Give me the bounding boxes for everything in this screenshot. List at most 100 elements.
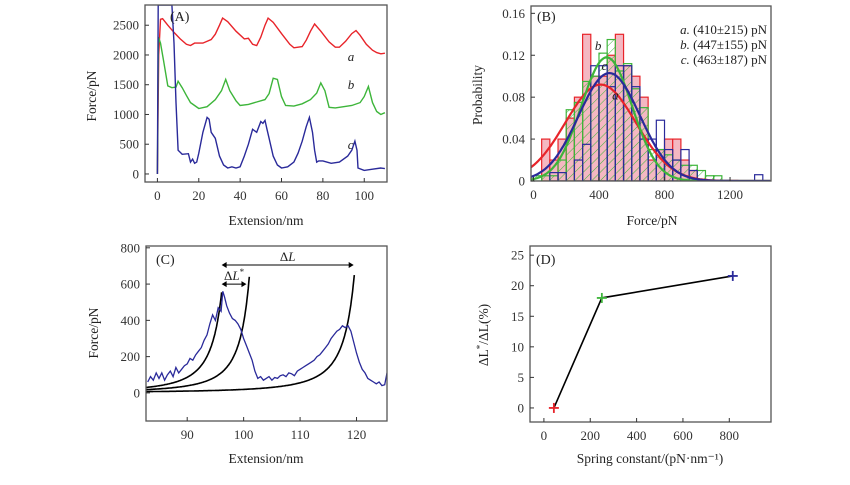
y-tick-label: 2000: [113, 47, 139, 62]
y-tick-label: 0.16: [502, 6, 525, 21]
y-tick-label: 10: [511, 339, 524, 354]
x-tick-label: 0: [530, 187, 537, 202]
y-tick-label: 400: [121, 313, 141, 328]
y-tick-label: 200: [121, 349, 141, 364]
y-tick-label: 2500: [113, 18, 139, 33]
x-tick-label: 60: [275, 188, 288, 203]
data-point-marker: [548, 402, 559, 413]
curve-label-a: a: [612, 87, 619, 102]
panel-d-frame: [529, 245, 772, 423]
wlc-fit-wlc-3: [146, 275, 356, 393]
fit-curve-b: [531, 56, 771, 181]
x-tick-label: 400: [589, 187, 609, 202]
ratio-line: [553, 275, 733, 409]
series-b-label: b: [348, 77, 355, 92]
y-tick-label: 0: [519, 174, 526, 189]
panel-a-frame: [144, 4, 388, 183]
force-trace-line: [147, 291, 387, 387]
panel-b-xlabel: Force/pN: [627, 213, 678, 228]
histogram-bar: [622, 63, 633, 181]
panel-a-ylabel: Force/pN: [84, 70, 99, 121]
series-c-label: c: [348, 137, 354, 152]
y-tick-label: 25: [511, 248, 524, 263]
panel-b-label: (B): [537, 10, 556, 25]
panel-d-ylabel: ΔL*/ΔL(%): [475, 304, 491, 366]
wlc-fit-wlc-2: [146, 276, 251, 391]
y-tick-label: 1000: [113, 107, 139, 122]
x-tick-label: 100: [354, 188, 374, 203]
x-tick-label: 110: [291, 427, 310, 442]
legend-entry-a: a. (410±215) pN: [680, 22, 768, 37]
annotation-delta-l-star: ΔL*: [221, 267, 247, 288]
panel-b-legend: a. (410±215) pN b. (447±155) pN c. (463±…: [680, 22, 768, 67]
panel-d-xlabel: Spring constant/(pN·nm⁻¹): [577, 451, 724, 466]
x-tick-label: 400: [627, 428, 647, 443]
series-b-line: [156, 36, 386, 175]
y-tick-label: 0: [133, 166, 140, 181]
y-tick-label: 0: [134, 385, 141, 400]
y-tick-label: 20: [511, 278, 524, 293]
x-tick-label: 0: [541, 428, 548, 443]
histogram-bar: [680, 148, 690, 181]
panel-c-curves: [146, 275, 387, 393]
arrow-head-left-icon: [221, 262, 227, 269]
x-tick-label: 90: [181, 427, 194, 442]
y-tick-label: 5: [518, 370, 525, 385]
panel-c-frame: [145, 245, 388, 422]
annotation-label: ΔL*: [224, 267, 245, 283]
panel-a-series: [156, 5, 386, 175]
arrow-head-right-icon: [348, 262, 354, 269]
series-c-line: [156, 5, 386, 175]
x-tick-label: 0: [154, 188, 161, 203]
curve-label-b: b: [595, 38, 602, 53]
y-tick-label: 0.04: [502, 132, 525, 147]
panel-c-xlabel: Extension/nm: [229, 451, 304, 466]
panel-d: 0 200 400 600 800 0 5 10 15 20 25 (D) Spring const…: [475, 245, 772, 466]
histogram-bar: [557, 159, 567, 181]
data-point-marker: [727, 270, 738, 281]
x-tick-label: 200: [581, 428, 601, 443]
x-tick-label: 1200: [717, 187, 743, 202]
arrow-head-left-icon: [221, 281, 227, 288]
panel-d-plot-area: 0 200 400 600 800 0 5 10 15 20 25: [511, 245, 772, 443]
y-tick-label: 800: [121, 240, 141, 255]
curve-label-c: c: [601, 58, 607, 73]
panel-a-xlabel: Extension/nm: [229, 213, 304, 228]
panel-c: ΔL ΔL* 90 100 110 120 0 200 400 600 800 (C) Extens…: [86, 240, 388, 466]
panel-a-label: (A): [170, 10, 190, 25]
x-tick-label: 800: [655, 187, 675, 202]
y-tick-label: 0.12: [502, 48, 525, 63]
x-tick-label: 600: [673, 428, 693, 443]
annotation-delta-l: ΔL: [221, 249, 354, 269]
x-tick-label: 40: [234, 188, 247, 203]
panel-c-plot-area: ΔL ΔL* 90 100 110 120 0 200 400 600 800: [121, 240, 388, 442]
panel-d-label: (D): [536, 253, 556, 268]
panel-b-histograms: [532, 33, 764, 181]
legend-entry-c: c. (463±187) pN: [681, 52, 768, 67]
y-tick-label: 600: [121, 277, 141, 292]
histogram-bar: [590, 75, 600, 181]
panel-b: bca 0 400 800 1200 0 0.04 0.08 0.12 0.16 (B) a. (…: [470, 5, 772, 228]
panel-b-plot-area: bca 0 400 800 1200 0 0.04 0.08 0.12 0.16: [502, 5, 772, 202]
histogram-bar: [631, 86, 641, 181]
y-tick-label: 500: [120, 137, 140, 152]
panel-c-label: (C): [156, 253, 175, 268]
x-tick-label: 20: [192, 188, 205, 203]
series-a-label: a: [348, 49, 355, 64]
annotation-label: ΔL: [280, 249, 296, 264]
x-tick-label: 80: [316, 188, 329, 203]
panel-b-ylabel: Probability: [470, 65, 485, 125]
histogram-bar: [713, 175, 723, 181]
y-tick-label: 0: [518, 400, 525, 415]
series-a-line: [156, 16, 386, 175]
y-tick-label: 1500: [113, 77, 139, 92]
panel-c-ylabel: Force/pN: [86, 307, 101, 358]
arrow-head-right-icon: [241, 281, 247, 288]
data-point-marker: [596, 292, 607, 303]
legend-entry-b: b. (447±155) pN: [680, 37, 768, 52]
histogram-bar: [549, 175, 559, 181]
x-tick-label: 100: [234, 427, 254, 442]
